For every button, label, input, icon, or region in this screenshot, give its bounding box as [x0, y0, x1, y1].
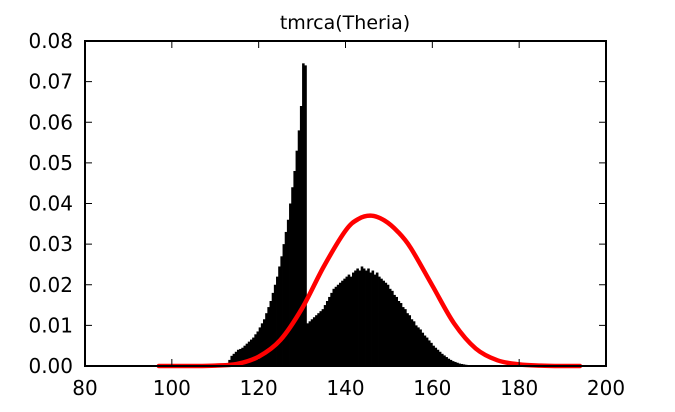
y-tick-label: 0.05	[28, 151, 73, 175]
x-tick-label: 140	[326, 376, 364, 400]
y-tick-label: 0.03	[28, 232, 73, 256]
y-tick-label: 0.01	[28, 313, 73, 337]
chart-title: tmrca(Theria)	[280, 12, 410, 34]
x-tick-label: 100	[153, 376, 191, 400]
x-tick-label: 80	[72, 376, 97, 400]
y-tick-label: 0.04	[28, 192, 73, 216]
histogram-bar	[304, 65, 307, 366]
y-tick-label: 0.00	[28, 354, 73, 378]
x-tick-label: 180	[500, 376, 538, 400]
y-tick-label: 0.07	[28, 70, 73, 94]
y-tick-label: 0.02	[28, 273, 73, 297]
y-axis-tick-labels: 0.00 0.01 0.02 0.03 0.04 0.05 0.06 0.07 0.08	[28, 29, 73, 378]
x-tick-label: 200	[587, 376, 625, 400]
x-tick-label: 120	[240, 376, 278, 400]
x-tick-label: 160	[413, 376, 451, 400]
y-tick-label: 0.08	[28, 29, 73, 53]
y-tick-label: 0.06	[28, 110, 73, 134]
